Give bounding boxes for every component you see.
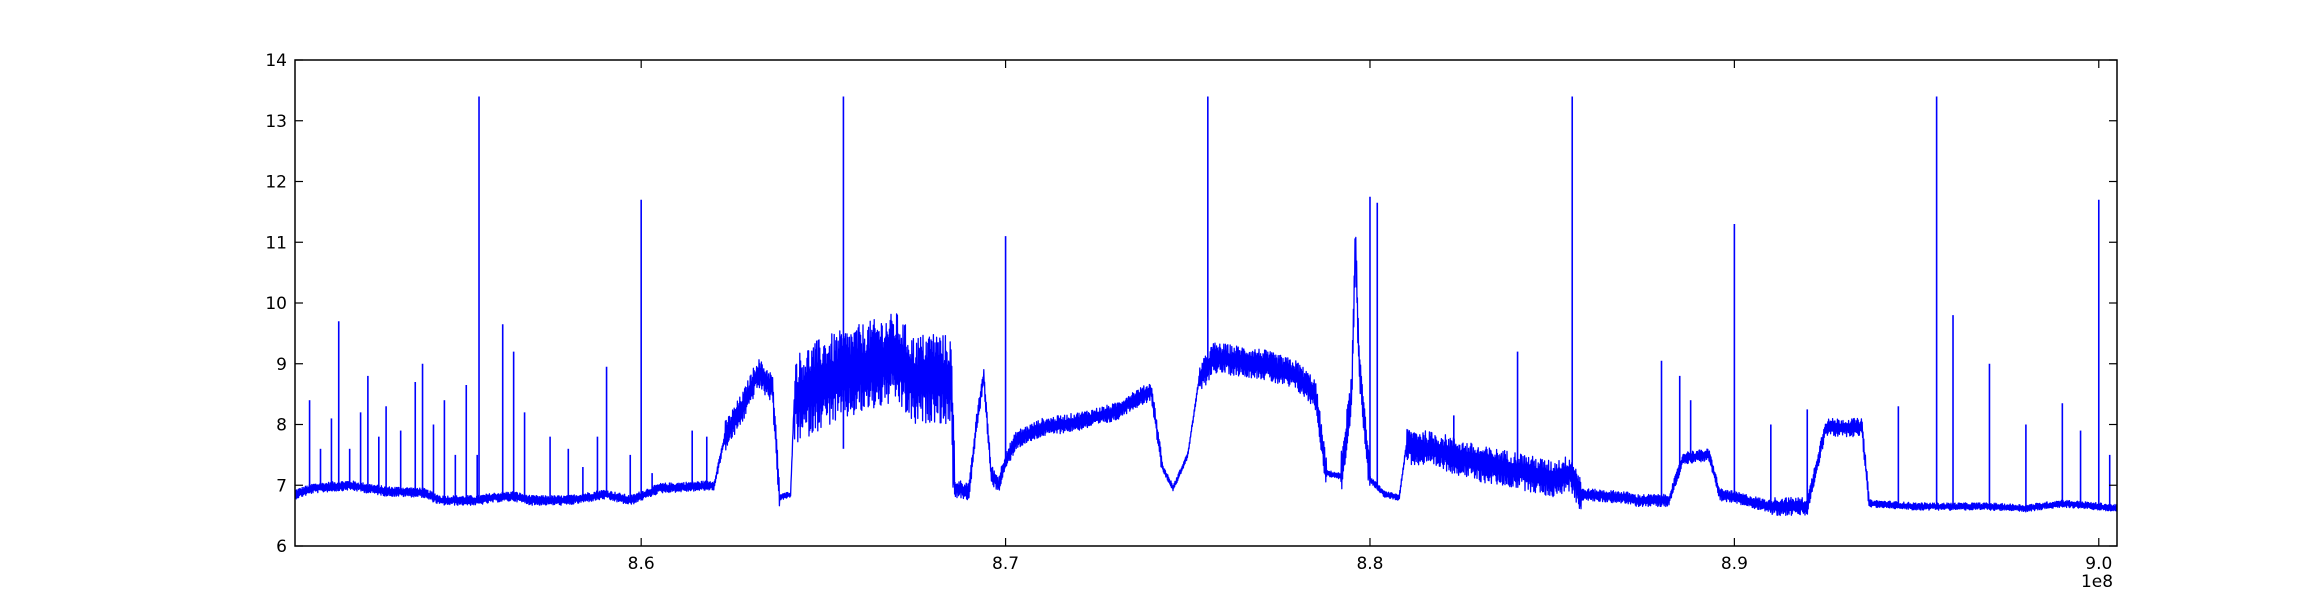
x-tick-label: 8.8 <box>1356 554 1383 574</box>
y-tick-label: 7 <box>276 476 287 496</box>
y-tick-label: 10 <box>265 294 287 314</box>
x-tick-label: 8.6 <box>628 554 655 574</box>
x-axis: 8.6 8.7 8.8 8.9 9.0 <box>628 60 2112 574</box>
y-tick-label: 12 <box>265 173 287 193</box>
x-tick-label: 8.7 <box>992 554 1019 574</box>
y-tick-label: 6 <box>276 537 287 557</box>
y-axis: 6 7 8 9 10 11 12 13 14 <box>265 51 2117 557</box>
x-tick-label: 9.0 <box>2085 554 2112 574</box>
series-line <box>295 236 2117 517</box>
y-tick-label: 8 <box>276 416 287 436</box>
y-tick-label: 14 <box>265 51 287 71</box>
series-layer <box>295 96 2117 517</box>
y-tick-label: 13 <box>265 112 287 132</box>
x-axis-offset-label: 1e8 <box>2081 572 2113 592</box>
x-tick-label: 8.9 <box>1721 554 1748 574</box>
y-tick-label: 11 <box>265 233 287 253</box>
y-tick-label: 9 <box>276 355 287 375</box>
